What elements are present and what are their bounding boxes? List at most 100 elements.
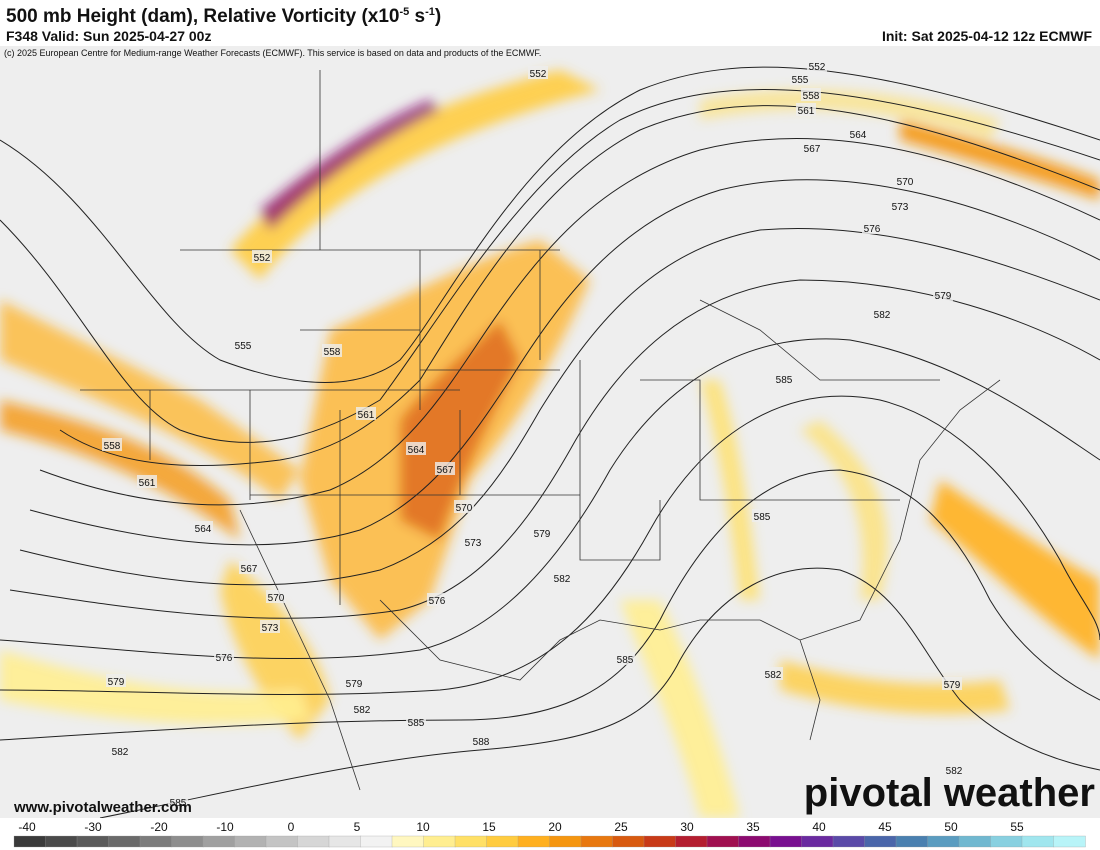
colorbar-swatch bbox=[895, 835, 929, 848]
colorbar-tick-label: 15 bbox=[482, 820, 496, 834]
contour-label: 567 bbox=[437, 465, 454, 476]
contour-label: 579 bbox=[935, 291, 952, 302]
contour-label: 555 bbox=[792, 75, 809, 86]
website: www.pivotalweather.com bbox=[13, 799, 192, 816]
contour-label: 582 bbox=[554, 574, 571, 585]
contour-label-bg bbox=[260, 620, 280, 633]
colorbar-tick-label: 0 bbox=[288, 820, 295, 834]
contour-label-bg bbox=[322, 344, 342, 357]
contour-label-bg bbox=[933, 288, 953, 301]
contour-label-bg bbox=[137, 475, 157, 488]
contour-label: 579 bbox=[346, 679, 363, 690]
contour-label-bg bbox=[214, 650, 234, 663]
colorbar-tick-label: 45 bbox=[878, 820, 892, 834]
colorbar-swatch bbox=[1053, 835, 1086, 848]
contour-label-bg bbox=[239, 561, 259, 574]
colorbar-swatch bbox=[171, 835, 204, 848]
contour-label: 585 bbox=[408, 718, 425, 729]
contour-label: 579 bbox=[108, 677, 125, 688]
contour-label: 564 bbox=[195, 524, 212, 535]
contour-label-bg bbox=[266, 590, 286, 603]
colorbar-tick-label: 30 bbox=[680, 820, 694, 834]
colorbar-swatch bbox=[801, 835, 834, 848]
contour-label-bg bbox=[890, 199, 910, 212]
colorbar-tick-label: 10 bbox=[416, 820, 430, 834]
colorbar-swatch bbox=[769, 835, 803, 848]
contour-label: 576 bbox=[216, 653, 233, 664]
colorbar-swatch bbox=[139, 835, 173, 848]
contour-label: 552 bbox=[809, 62, 826, 73]
contour-label-bg bbox=[233, 338, 253, 351]
contour-label: 555 bbox=[235, 341, 252, 352]
contour-label-bg bbox=[801, 88, 821, 101]
contour-label-bg bbox=[802, 141, 822, 154]
colorbar-tick-label: 25 bbox=[614, 820, 628, 834]
contour-label: 585 bbox=[617, 655, 634, 666]
contour-label: 552 bbox=[254, 253, 271, 264]
contour-label-bg bbox=[872, 307, 892, 320]
contour-label-bg bbox=[774, 372, 794, 385]
contour-label-bg bbox=[427, 593, 447, 606]
contour-label-bg bbox=[862, 221, 882, 234]
contour-label: 582 bbox=[946, 766, 963, 777]
colorbar-swatch bbox=[454, 835, 488, 848]
contour-label: 585 bbox=[754, 512, 771, 523]
contour-label-bg bbox=[848, 127, 868, 140]
colorbar-swatch bbox=[1021, 835, 1055, 848]
valid-time: F348 Valid: Sun 2025-04-27 00z bbox=[6, 28, 211, 44]
colorbar-tick-label: 5 bbox=[354, 820, 361, 834]
colorbar-swatch bbox=[328, 835, 362, 848]
contour-label-bg bbox=[344, 676, 364, 689]
contour-label: 573 bbox=[892, 202, 909, 213]
contour-label-bg bbox=[895, 174, 915, 187]
contour-label-bg bbox=[528, 66, 548, 79]
colorbar-swatch bbox=[45, 835, 78, 848]
colorbar-swatch bbox=[13, 835, 47, 848]
colorbar-swatch bbox=[643, 835, 677, 848]
colorbar-swatch bbox=[265, 835, 299, 848]
contour-label: 573 bbox=[465, 538, 482, 549]
copyright: (c) 2025 European Centre for Medium-rang… bbox=[4, 48, 541, 58]
contour-label-bg bbox=[463, 535, 483, 548]
contour-label: 570 bbox=[268, 593, 285, 604]
colorbar-swatch bbox=[612, 835, 645, 848]
contour-label-bg bbox=[552, 571, 572, 584]
contour-label: 582 bbox=[874, 310, 891, 321]
colorbar-swatch bbox=[360, 835, 393, 848]
contour-label: 552 bbox=[530, 69, 547, 80]
contour-label-bg bbox=[406, 442, 426, 455]
title: 500 mb Height (dam), Relative Vorticity … bbox=[6, 6, 441, 27]
contour-label: 558 bbox=[803, 91, 820, 102]
contour-label: 567 bbox=[804, 144, 821, 155]
colorbar-swatch bbox=[76, 835, 110, 848]
contour-label-bg bbox=[406, 715, 426, 728]
contour-label: 564 bbox=[850, 130, 867, 141]
contour-label: 558 bbox=[324, 347, 341, 358]
contour-label-bg bbox=[790, 72, 810, 85]
colorbar-swatch bbox=[958, 835, 992, 848]
contour-label-bg bbox=[944, 763, 964, 776]
contour-label: 564 bbox=[408, 445, 425, 456]
colorbar-swatch bbox=[832, 835, 866, 848]
colorbar-tick-label: 50 bbox=[944, 820, 958, 834]
colorbar-tick-label: -40 bbox=[18, 820, 36, 834]
colorbar-swatch bbox=[108, 835, 141, 848]
height-contours bbox=[0, 66, 1100, 818]
colorbar-swatch bbox=[738, 835, 771, 848]
colorbar-tick-label: -10 bbox=[216, 820, 234, 834]
contour-label-bg bbox=[356, 407, 376, 420]
contour-label: 570 bbox=[897, 177, 914, 188]
contour-label-bg bbox=[435, 462, 455, 475]
colorbar-swatch bbox=[927, 835, 960, 848]
contour-label-bg bbox=[168, 795, 188, 808]
contour-label: 585 bbox=[776, 375, 793, 386]
contour-label-bg bbox=[532, 526, 552, 539]
colorbar-tick-label: 20 bbox=[548, 820, 562, 834]
contour-label: 576 bbox=[864, 224, 881, 235]
contour-label: 558 bbox=[104, 441, 121, 452]
contour-label: 579 bbox=[534, 529, 551, 540]
contour-label: 588 bbox=[473, 737, 490, 748]
contour-label: 567 bbox=[241, 564, 258, 575]
